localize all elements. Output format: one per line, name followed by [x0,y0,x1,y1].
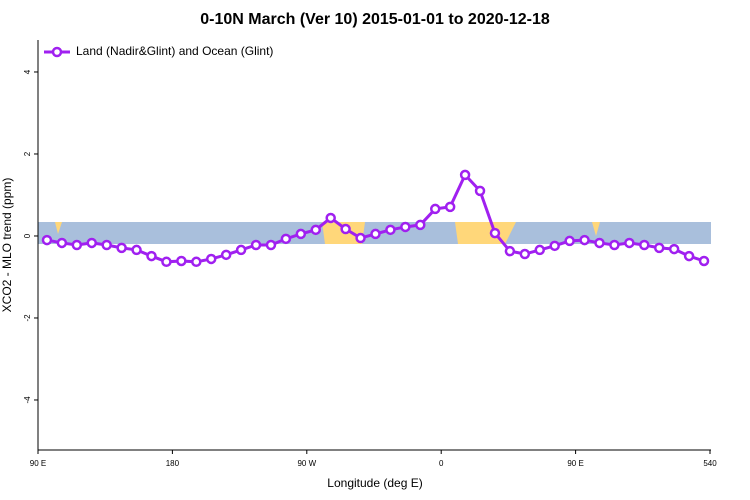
point [146,250,157,262]
point [355,232,366,244]
point [698,255,710,267]
point [474,185,486,197]
point [459,169,471,181]
point [161,256,172,268]
legend-label: Land (Nadir&Glint) and Ocean (Glint) [76,44,273,58]
point [116,242,127,254]
point [131,244,142,256]
point [639,239,650,251]
point [71,239,83,251]
point [579,234,590,246]
y-tick-label: 4 [23,69,32,74]
point [235,244,247,256]
map-land [55,222,62,234]
point [250,239,262,251]
point [325,212,336,224]
point [534,244,546,256]
x-tick-label: 180 [166,459,180,468]
point [624,237,635,249]
point [668,243,680,255]
point [415,219,426,231]
x-tick-label: 90 W [297,459,316,468]
point [444,201,456,213]
point [504,245,516,257]
x-tick-label: 540 [703,459,717,468]
y-tick-label: -4 [23,396,32,404]
point [310,224,322,236]
point [265,239,277,251]
point [400,221,411,233]
point [56,237,68,249]
point [594,237,605,249]
point [683,250,695,262]
point [519,248,531,260]
y-axis-label: XCO2 - MLO trend (ppm) [0,178,14,313]
x-tick-label: 0 [439,459,444,468]
point [41,234,53,246]
point [86,237,98,249]
legend-marker [51,46,63,58]
point [385,224,396,236]
point [205,253,217,265]
point [429,203,441,215]
point [549,240,560,252]
y-tick-label: -2 [23,314,32,322]
point [220,249,232,261]
point [176,255,187,267]
point [564,235,575,247]
y-tick-label: 2 [23,151,32,156]
point [653,242,665,254]
series-line [46,172,705,264]
chart-title: 0-10N March (Ver 10) 2015-01-01 to 2020-… [200,11,550,28]
y-tick-label: 0 [23,233,32,238]
point [340,223,351,235]
x-tick-label: 90 E [30,459,46,468]
point [280,233,292,245]
point [191,256,202,268]
point [101,239,112,251]
x-tick-label: 90 E [567,459,583,468]
point [370,228,381,240]
point [295,228,307,240]
point [609,239,620,251]
map-land [592,222,600,236]
point [489,227,501,239]
x-axis-label: Longitude (deg E) [327,476,422,490]
